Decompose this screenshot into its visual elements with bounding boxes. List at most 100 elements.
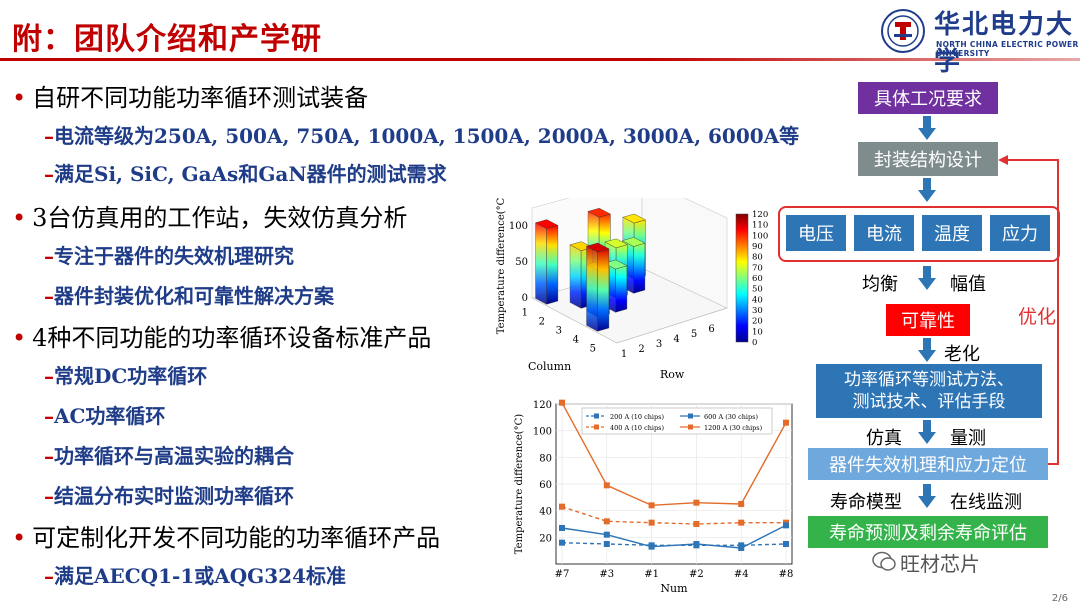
line-chart-xtick: #2 xyxy=(689,569,704,580)
test-methods-line1: 功率循环等测试方法、 xyxy=(844,370,1014,390)
chart3d-column-tick: 1 xyxy=(522,308,528,319)
sub-bullet-3-3: –功率循环与高温实验的耦合 xyxy=(44,444,294,468)
colorbar-tick: 120 xyxy=(752,210,768,220)
colorbar-tick: 30 xyxy=(752,306,763,316)
line-point xyxy=(693,499,700,506)
sub-bullet-text: 常规DC功率循环 xyxy=(54,364,208,388)
sub-bullet-text: 满足Si, SiC, GaAs和GaN器件的测试需求 xyxy=(54,162,447,186)
line-chart-ytick: 60 xyxy=(539,480,552,491)
colorbar-tick: 0 xyxy=(752,338,757,348)
colorbar-tick: 40 xyxy=(752,295,763,305)
arrow-down-icon xyxy=(918,178,936,202)
label-amplitude: 幅值 xyxy=(950,274,986,295)
label-life-model: 寿命模型 xyxy=(830,492,902,513)
line-point xyxy=(738,545,745,551)
page-number: 2/6 xyxy=(1051,593,1068,604)
chart3d-row-tick: 4 xyxy=(673,334,679,345)
sub-bullet-text: 器件封装优化和可靠性解决方案 xyxy=(54,284,334,308)
colorbar-tick: 80 xyxy=(752,253,763,263)
title-underline xyxy=(0,58,1080,61)
page-title: 附：团队介绍和产学研 xyxy=(12,22,322,57)
factor-voltage: 电压 xyxy=(786,215,846,251)
line-chart-xtick: #4 xyxy=(734,569,749,580)
legend-label: 600 A (30 chips) xyxy=(704,413,759,421)
line-chart-legend xyxy=(581,407,773,435)
wechat-icon xyxy=(872,551,896,571)
colorbar-tick: 90 xyxy=(752,242,763,252)
line-point xyxy=(559,503,565,510)
legend-marker xyxy=(594,424,599,430)
line-point xyxy=(783,541,789,547)
legend-marker xyxy=(688,424,693,430)
flow-step-package-design: 封装结构设计 xyxy=(858,142,998,176)
colorbar-tick: 100 xyxy=(752,231,768,241)
sub-bullet-1-2: –满足Si, SiC, GaAs和GaN器件的测试需求 xyxy=(44,162,447,186)
chart3d-row-tick: 3 xyxy=(656,339,662,350)
factor-current: 电流 xyxy=(854,215,914,251)
chart3d-zlabel: Temperature difference(°C) xyxy=(496,198,507,334)
bullet-2-text: 3台仿真用的工作站，失效仿真分析 xyxy=(32,204,408,232)
arrow-down-icon xyxy=(918,266,936,290)
sub-bullet-3-2: –AC功率循环 xyxy=(44,404,166,428)
line-chart-ylabel: Temperature difference(°C) xyxy=(514,414,525,555)
label-balance: 均衡 xyxy=(862,274,898,295)
bullet-3-text: 4种不同功能的功率循环设备标准产品 xyxy=(32,324,432,352)
chart3d-sidewall xyxy=(641,198,728,309)
legend-marker xyxy=(688,413,693,419)
colorbar-tick: 60 xyxy=(752,274,763,284)
flow-step-failure-mechanism: 器件失效机理和应力定位 xyxy=(808,448,1048,480)
line-chart-ytick: 20 xyxy=(539,533,552,544)
arrow-down-icon xyxy=(918,420,936,444)
bullet-1-text: 自研不同功能功率循环测试装备 xyxy=(32,84,369,112)
sub-bullet-text: 功率循环与高温实验的耦合 xyxy=(54,444,294,468)
chart3d-row-tick: 1 xyxy=(621,349,627,360)
feedback-arrow xyxy=(998,155,1059,465)
bar3d xyxy=(585,242,610,332)
chart3d-column-tick: 4 xyxy=(573,335,579,346)
line-chart-xtick: #7 xyxy=(555,569,570,580)
colorbar-tick: 20 xyxy=(752,317,763,327)
label-simulation: 仿真 xyxy=(866,428,902,449)
sub-bullet-4-1: –满足AECQ1-1或AQG324标准 xyxy=(44,564,347,588)
chart3d-ztick: 100 xyxy=(509,221,528,232)
bar3d xyxy=(534,219,559,305)
line-point xyxy=(559,525,565,531)
sub-bullet-3-4: –结温分布实时监测功率循环 xyxy=(44,484,294,508)
chart3d-column-tick: 5 xyxy=(590,344,596,355)
line-chart-ytick: 40 xyxy=(539,507,552,518)
bullet-3: • 4种不同功能的功率循环设备标准产品 xyxy=(12,324,432,352)
legend-marker xyxy=(594,413,599,419)
arrow-down-icon xyxy=(918,484,936,508)
line-point xyxy=(738,501,745,507)
line-series xyxy=(561,402,787,507)
chart3d-column-tick: 3 xyxy=(556,326,562,337)
bullet-4-text: 可定制化开发不同功能的功率循环产品 xyxy=(32,524,441,552)
line-point xyxy=(693,541,700,547)
sub-bullet-3-1: –常规DC功率循环 xyxy=(44,364,208,388)
colorbar-tick: 70 xyxy=(752,263,763,273)
chart3d-xlabel: Column xyxy=(528,360,571,373)
line-point xyxy=(603,541,610,547)
line-point xyxy=(603,518,610,525)
chart3d-row-tick: 6 xyxy=(708,324,714,335)
colorbar-tick: 50 xyxy=(752,285,763,295)
label-online-monitor: 在线监测 xyxy=(950,492,1022,513)
line-series xyxy=(561,506,786,525)
line-chart-xtick: #1 xyxy=(644,569,659,580)
university-name-en: NORTH CHINA ELECTRIC POWER UNIVERSITY xyxy=(936,40,1079,58)
chart3d-ylabel: Row xyxy=(660,368,685,381)
line-point xyxy=(693,521,700,527)
university-name-cn: 华北电力大学 xyxy=(934,10,1075,77)
line-chart: 20 40 60 80 100 120 #7 #3 #1 #2 #4 #8 200 A (10 chi… xyxy=(514,399,794,595)
flow-step-test-methods: 功率循环等测试方法、 测试技术、评估手段 xyxy=(816,364,1042,418)
line-series xyxy=(561,524,787,549)
label-measurement: 量测 xyxy=(950,428,986,449)
line-chart-xtick: #3 xyxy=(599,569,614,580)
legend-label: 200 A (10 chips) xyxy=(610,413,665,421)
sub-bullet-text: 满足AECQ1-1或AQG324标准 xyxy=(54,564,347,588)
line-point xyxy=(648,519,655,526)
test-methods-line2: 测试技术、评估手段 xyxy=(852,392,1006,412)
line-chart-xtick: #8 xyxy=(779,569,794,580)
line-chart-xlabel: Num xyxy=(660,582,688,595)
colorbar xyxy=(735,213,749,343)
